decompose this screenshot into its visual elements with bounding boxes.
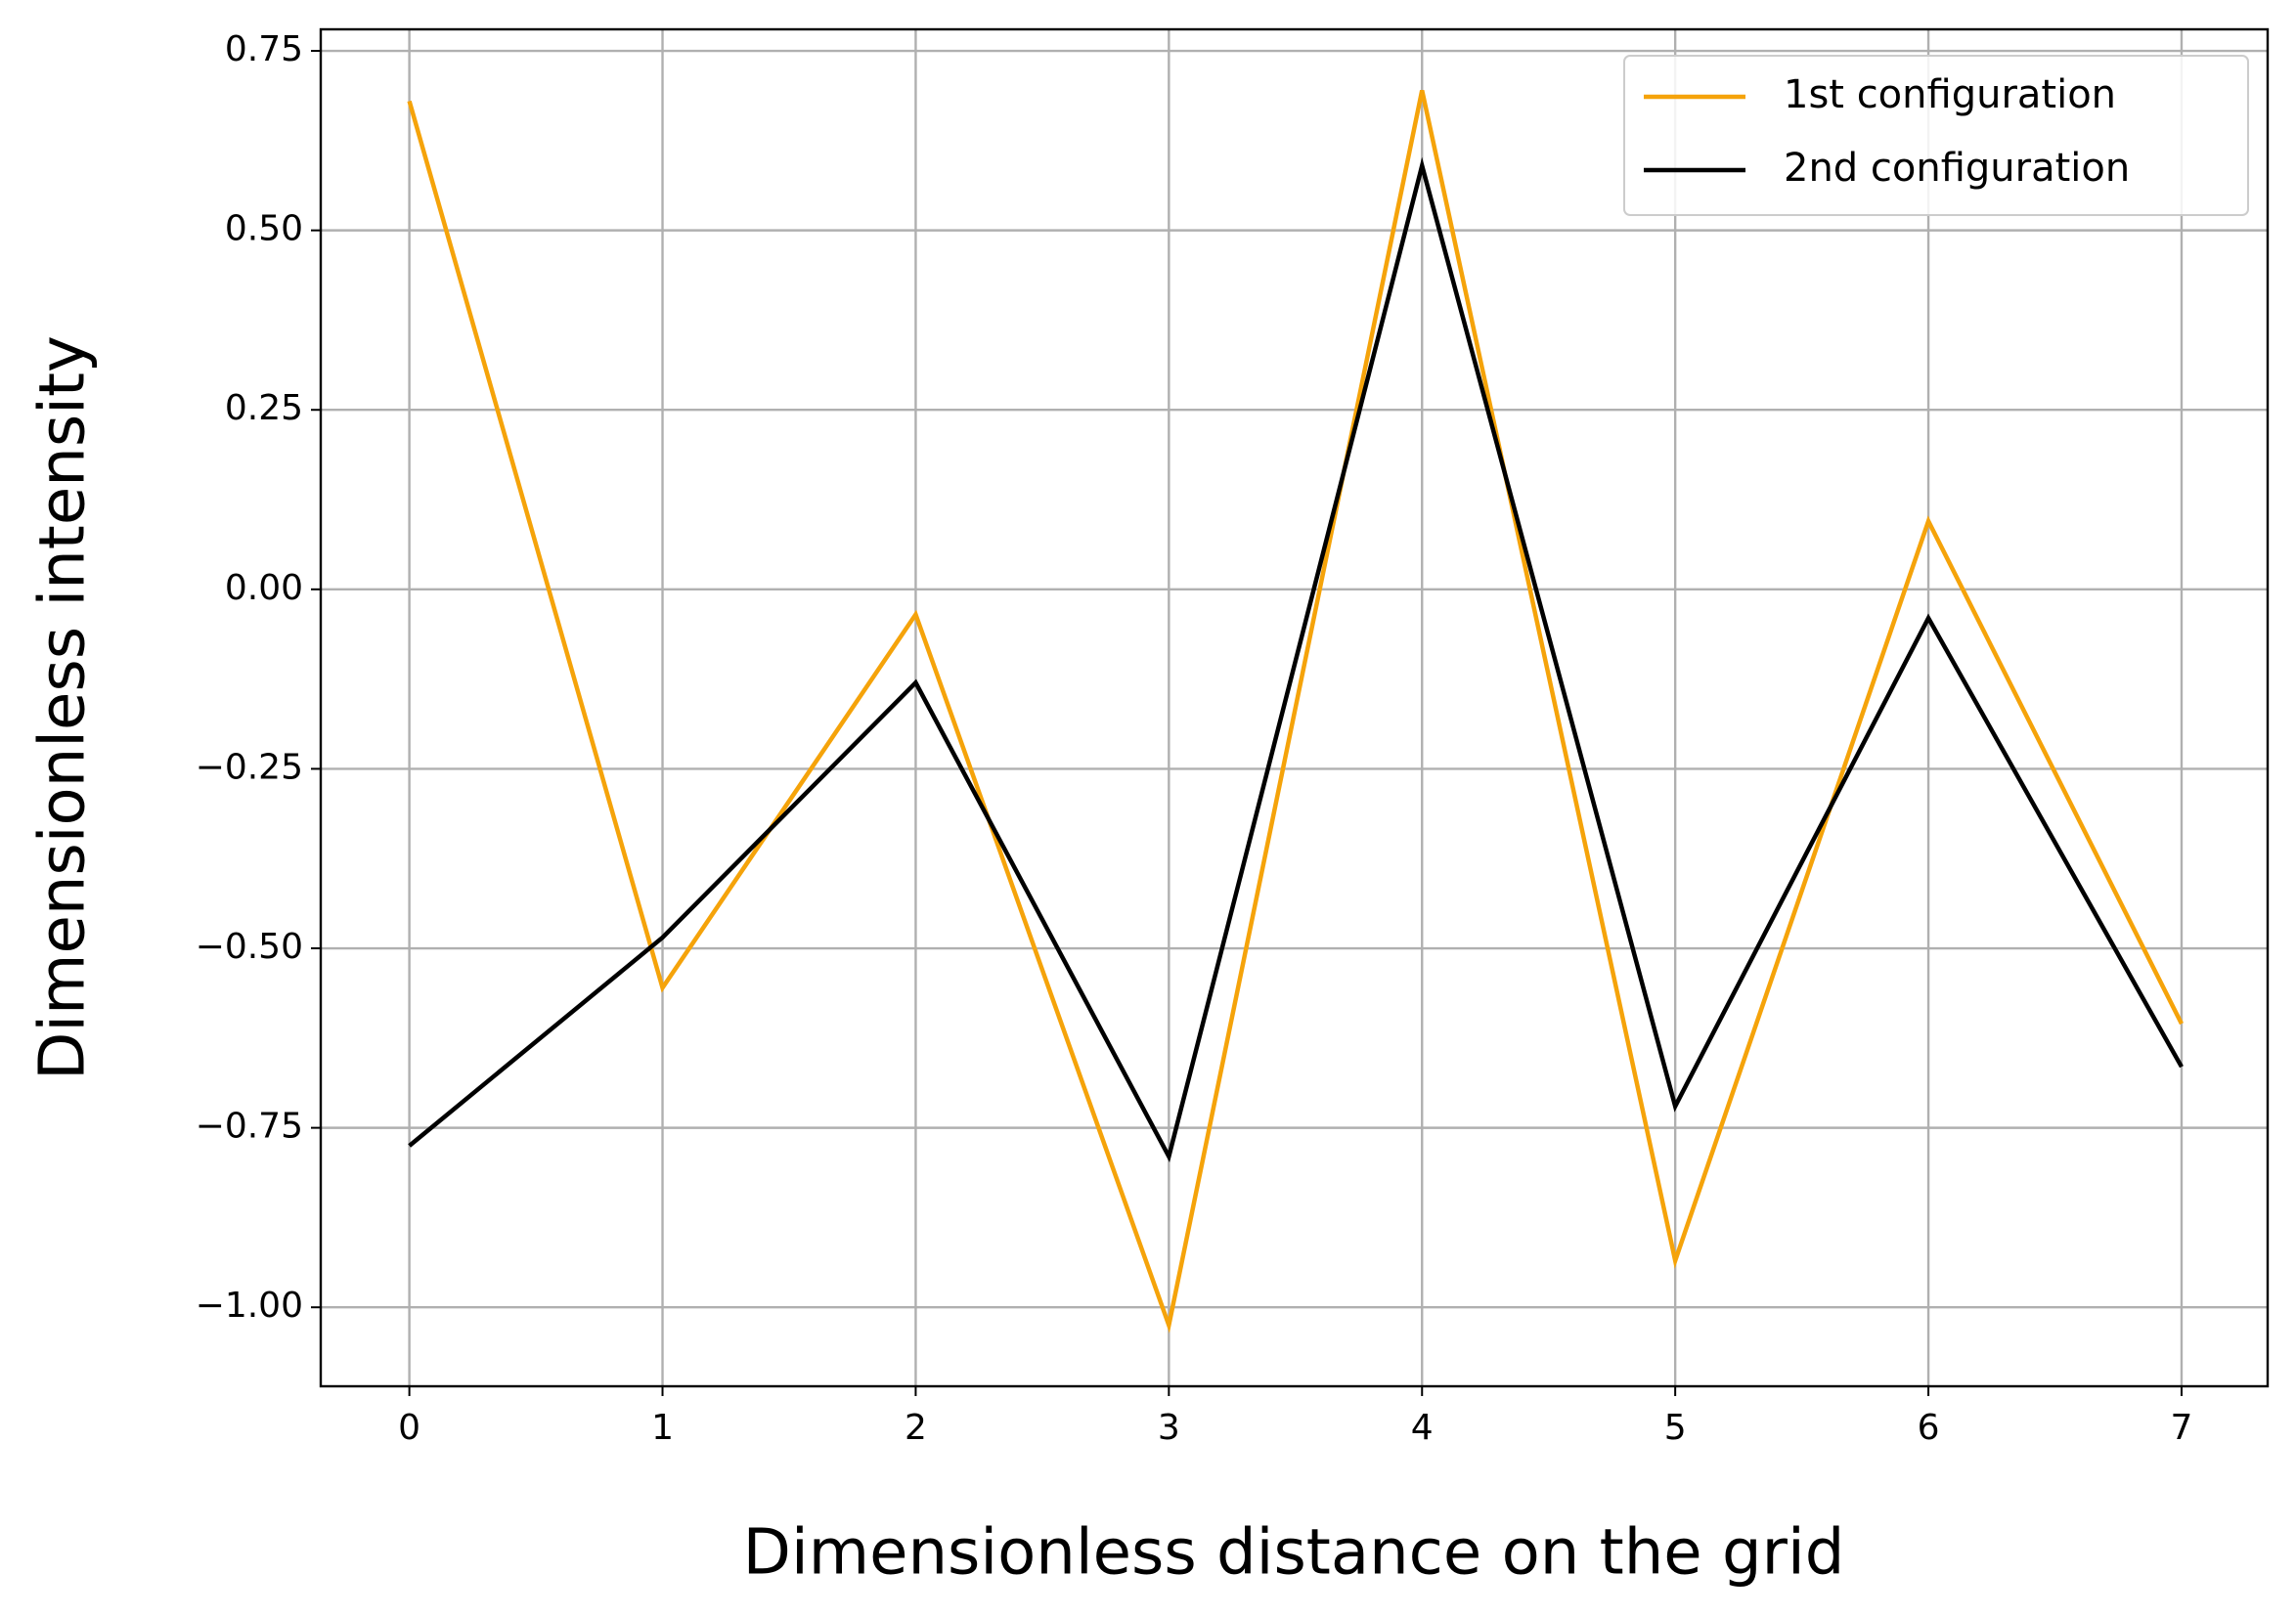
- x-tick-label: 2: [905, 1408, 927, 1448]
- y-tick-label: 0.50: [225, 209, 303, 249]
- plot-frame: [319, 27, 2270, 1388]
- y-tick-label: 0.25: [225, 388, 303, 428]
- y-tick-label: −0.75: [196, 1107, 303, 1147]
- x-tick-label: 6: [1918, 1408, 1940, 1448]
- x-axis-label: Dimensionless distance on the grid: [743, 1517, 1845, 1590]
- x-tick-label: 1: [651, 1408, 674, 1448]
- x-tick-label: 0: [398, 1408, 420, 1448]
- y-tick-label: −1.00: [196, 1286, 303, 1326]
- y-tick-label: −0.50: [196, 927, 303, 967]
- y-tick-label: −0.25: [196, 747, 303, 787]
- legend-label: 2nd configuration: [1784, 146, 2130, 191]
- x-tick-label: 5: [1664, 1408, 1687, 1448]
- line: [407, 89, 2184, 1333]
- legend-box: [1623, 55, 2249, 216]
- y-axis-label: Dimensionless intensity: [27, 335, 100, 1080]
- y-tick-label: 0.75: [225, 29, 303, 69]
- x-tick-label: 7: [2171, 1408, 2193, 1448]
- x-tick-label: 4: [1411, 1408, 1434, 1448]
- x-tick-label: 3: [1158, 1408, 1180, 1448]
- y-tick-label: 0.00: [225, 568, 303, 608]
- line: [408, 156, 2184, 1163]
- legend-label: 1st configuration: [1784, 72, 2116, 117]
